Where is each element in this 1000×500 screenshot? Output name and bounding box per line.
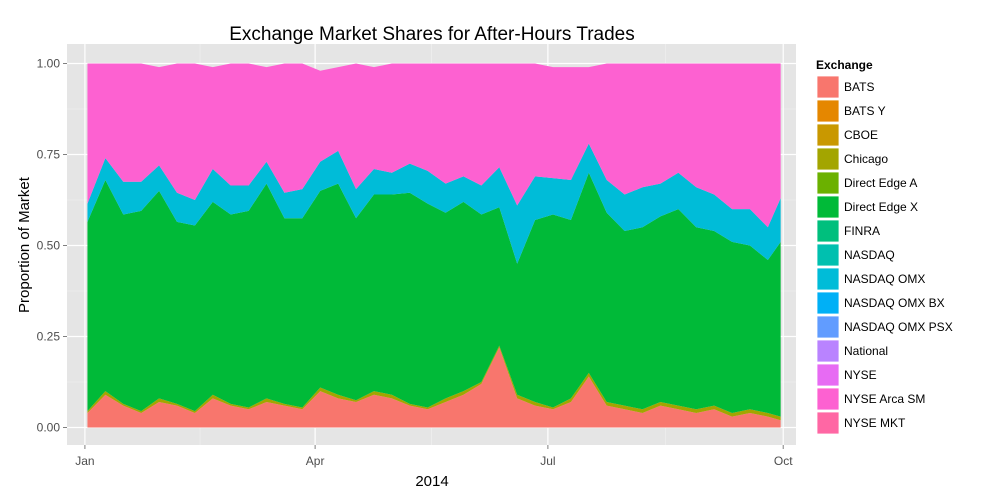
- legend-swatch-nyse-arca-sm: [816, 387, 840, 411]
- legend-label-nasdaq-omx: NASDAQ OMX: [844, 272, 925, 286]
- area-nasdaq-omx: [87, 143, 781, 264]
- legend-label-bats: BATS: [844, 80, 874, 94]
- legend-label-nyse-arca-sm: NYSE Arca SM: [844, 392, 925, 406]
- legend-label-nyse: NYSE: [844, 368, 877, 382]
- legend-swatch-nasdaq-omx: [816, 267, 840, 291]
- y-axis-title: Proportion of Market: [16, 176, 33, 313]
- legend-label-bats-y: BATS Y: [844, 104, 886, 118]
- legend: Exchange BATS BATS Y CBOE Chicago Direct Edg…: [816, 58, 953, 435]
- x-axis-title: 2014: [415, 473, 448, 490]
- area-nyse-arca-sm: [87, 63, 781, 228]
- legend-swatch-nasdaq-omx-bx: [816, 291, 840, 315]
- legend-swatch-direct-edge-a: [816, 171, 840, 195]
- legend-swatch-nyse: [816, 363, 840, 387]
- legend-swatch-chicago: [816, 147, 840, 171]
- legend-label-cboe: CBOE: [844, 128, 878, 142]
- legend-swatch-bats: [816, 75, 840, 99]
- legend-label-nasdaq-omx-psx: NASDAQ OMX PSX: [844, 320, 953, 334]
- legend-swatch-national: [816, 339, 840, 363]
- x-tick-label: Apr: [306, 454, 325, 468]
- legend-label-finra: FINRA: [844, 224, 880, 238]
- legend-label-nasdaq: NASDAQ: [844, 248, 895, 262]
- legend-swatch-nasdaq-omx-psx: [816, 315, 840, 339]
- y-tick-label: 0.00: [37, 421, 61, 435]
- legend-title: Exchange: [816, 58, 873, 72]
- y-tick-label: 0.75: [37, 148, 61, 162]
- x-axis-ticks: Jan Apr Jul Oct: [75, 445, 793, 468]
- legend-swatch-cboe: [816, 123, 840, 147]
- x-tick-label: Oct: [774, 454, 793, 468]
- area-bats: [87, 347, 781, 428]
- legend-swatch-direct-edge-x: [816, 195, 840, 219]
- y-tick-label: 0.50: [37, 239, 61, 253]
- y-tick-label: 1.00: [37, 57, 61, 71]
- legend-label-national: National: [844, 344, 888, 358]
- x-tick-label: Jul: [540, 454, 555, 468]
- legend-label-nasdaq-omx-bx: NASDAQ OMX BX: [844, 296, 945, 310]
- legend-swatch-nyse-mkt: [816, 411, 840, 435]
- legend-label-direct-edge-x: Direct Edge X: [844, 200, 918, 214]
- legend-swatch-finra: [816, 219, 840, 243]
- legend-label-direct-edge-a: Direct Edge A: [844, 176, 917, 190]
- y-axis-ticks: 0.00 0.25 0.50 0.75 1.00: [37, 57, 67, 435]
- x-tick-label: Jan: [75, 454, 94, 468]
- legend-swatch-nasdaq: [816, 243, 840, 267]
- legend-label-nyse-mkt: NYSE MKT: [844, 416, 906, 430]
- legend-label-chicago: Chicago: [844, 152, 888, 166]
- legend-entries: BATS BATS Y CBOE Chicago Direct Edge A Direct…: [816, 75, 953, 435]
- stacked-areas: [87, 63, 781, 428]
- area-chicago: [87, 345, 781, 421]
- y-tick-label: 0.25: [37, 330, 61, 344]
- legend-swatch-bats-y: [816, 99, 840, 123]
- chart-title: Exchange Market Shares for After-Hours T…: [229, 24, 635, 45]
- area-direct-edge-x: [87, 172, 781, 417]
